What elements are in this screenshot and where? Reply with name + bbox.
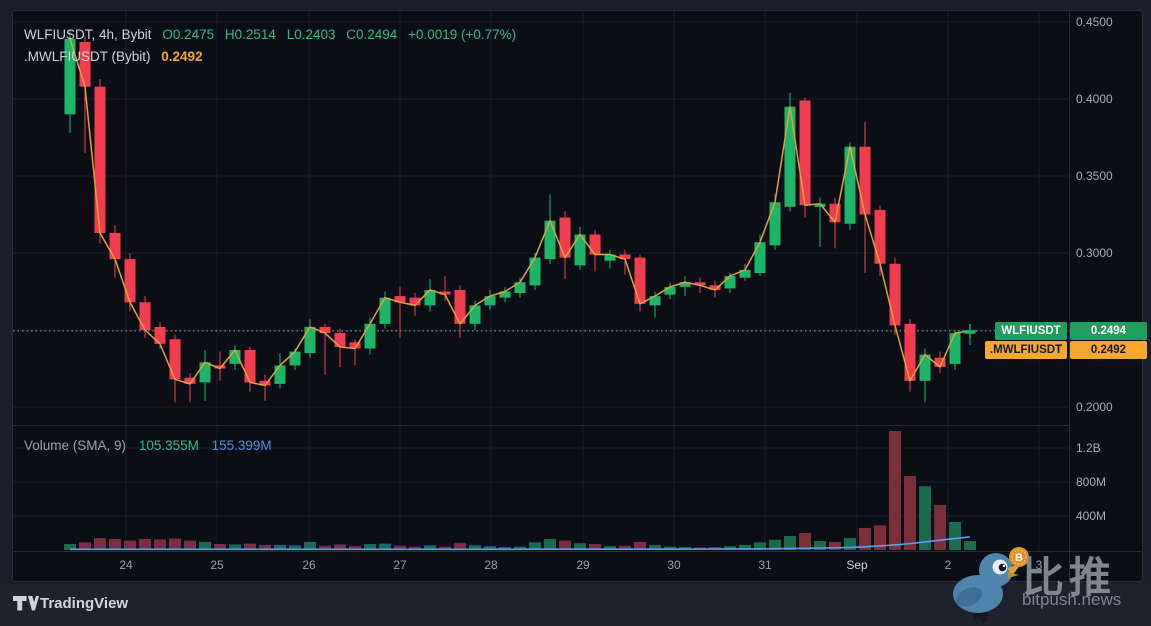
volume-series	[64, 431, 976, 550]
ohlc-low: L0.2403	[286, 27, 336, 42]
ohlc-close: C0.2494	[346, 27, 398, 42]
volume-indicator-label[interactable]: Volume (SMA, 9)	[24, 438, 127, 453]
time-axis-tick-label: 27	[393, 558, 407, 572]
last-price-label-value: 0.2494	[1070, 322, 1147, 340]
bottom-brand-bar: TradingView	[0, 584, 1151, 626]
time-axis-tick-label: 28	[484, 558, 498, 572]
volume-axis-tick-label: 400M	[1076, 509, 1107, 523]
price-axis-tick-label: 0.4500	[1076, 15, 1113, 29]
legend-row-index: .MWLFIUSDT (Bybit) 0.2492	[24, 46, 516, 68]
legend-row-symbol: WLFIUSDT, 4h, Bybit O0.2475 H0.2514 L0.2…	[24, 24, 516, 46]
tradingview-logo-icon[interactable]	[13, 596, 39, 613]
candlestick-series	[64, 29, 976, 403]
time-axis-tick-label: Sep	[846, 558, 868, 572]
last-price-label-symbol: WLFIUSDT	[995, 322, 1067, 340]
index-series-name[interactable]: .MWLFIUSDT (Bybit)	[24, 49, 151, 64]
time-axis-tick-label: 24	[119, 558, 133, 572]
volume-axis-tick-label: 800M	[1076, 475, 1107, 489]
price-axis-tick-label: 0.4000	[1076, 92, 1113, 106]
volume-sma-value: 155.399M	[211, 438, 272, 453]
index-overlay-line	[69, 38, 971, 387]
volume-axis-tick-label: 1.2B	[1076, 441, 1101, 455]
chart-panel	[12, 10, 1143, 582]
price-axis[interactable]: 0.4500 0.4000 0.3500 0.3000 0.2000 1.2B 800M 40…	[1070, 10, 1143, 582]
price-axis-tick-label: 0.2000	[1076, 400, 1113, 414]
time-axis-tick-label: 30	[667, 558, 681, 572]
price-axis-tick-label: 0.3000	[1076, 246, 1113, 260]
time-axis[interactable]: 24 25 26 27 28 29 30 31 Sep 2 3	[12, 552, 1143, 581]
time-axis-tick-label: 26	[302, 558, 316, 572]
price-change: +0.0019 (+0.77%)	[408, 27, 517, 42]
index-series-value: 0.2492	[161, 49, 203, 64]
tradingview-brand-text[interactable]: TradingView	[40, 595, 129, 612]
time-axis-tick-label: 31	[758, 558, 772, 572]
volume-sma-line	[70, 536, 971, 551]
price-axis-tick-label: 0.3500	[1076, 169, 1113, 183]
time-axis-tick-label: 25	[210, 558, 224, 572]
symbol-title[interactable]: WLFIUSDT, 4h, Bybit	[24, 27, 152, 42]
symbol-legend[interactable]: WLFIUSDT, 4h, Bybit O0.2475 H0.2514 L0.2…	[24, 24, 516, 68]
time-axis-tick-label: 3	[1035, 558, 1043, 572]
index-price-label-value: 0.2492	[1070, 341, 1147, 359]
volume-indicator-legend[interactable]: Volume (SMA, 9) 105.355M 155.399M	[24, 438, 272, 453]
index-price-label-symbol: .MWLFIUSDT	[985, 341, 1067, 359]
time-axis-tick-label: 2	[944, 558, 952, 572]
ohlc-open: O0.2475	[162, 27, 215, 42]
ohlc-high: H0.2514	[224, 27, 276, 42]
time-axis-tick-label: 29	[576, 558, 590, 572]
volume-current-value: 105.355M	[138, 438, 199, 453]
